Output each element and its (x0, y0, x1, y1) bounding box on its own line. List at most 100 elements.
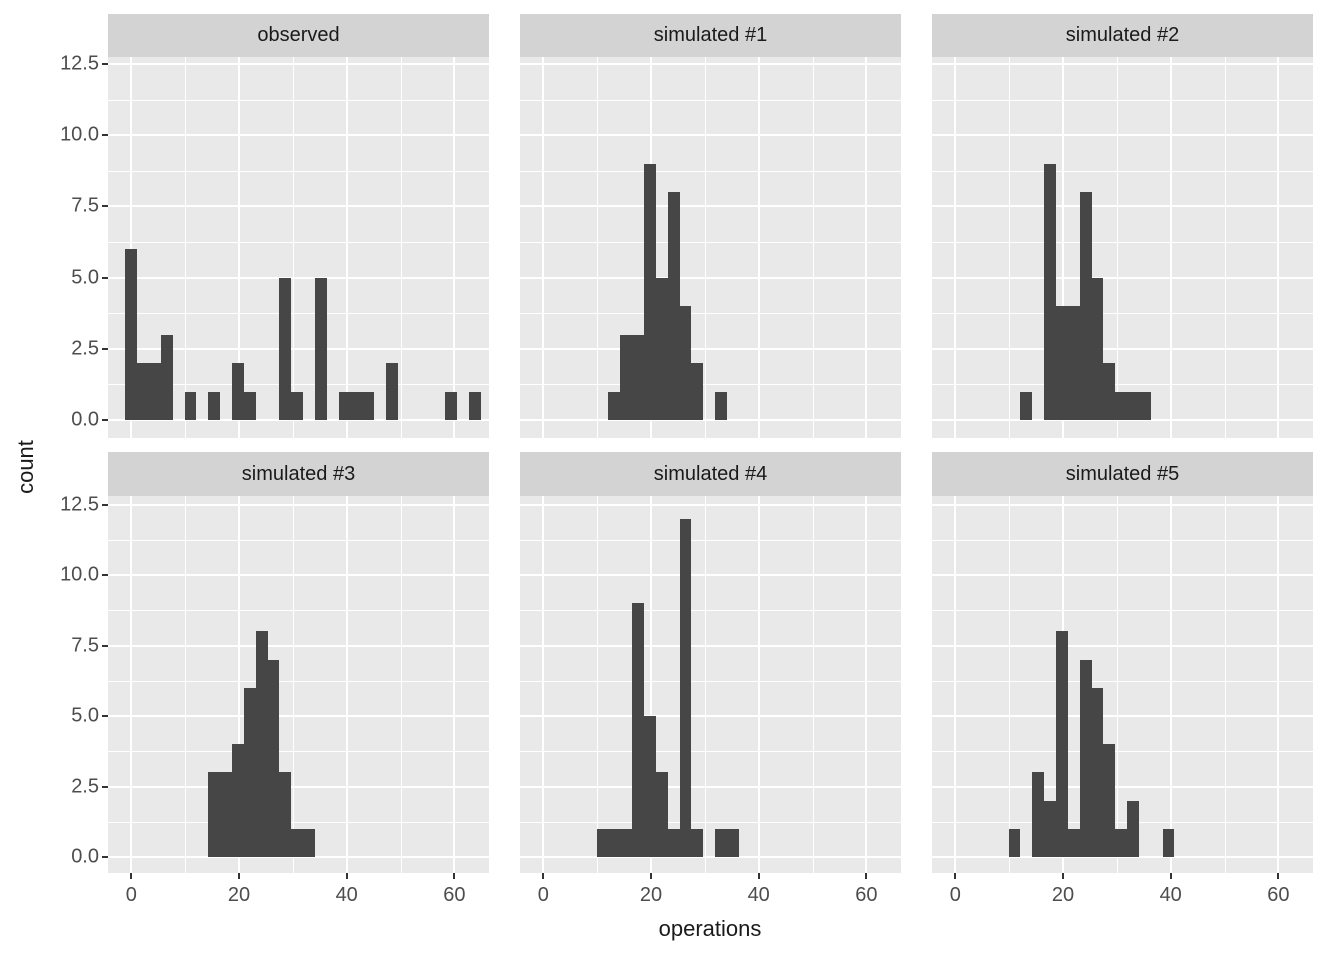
facet-strip-label: observed (257, 24, 340, 46)
gridline-major-horizontal (520, 645, 901, 647)
histogram-bar (279, 277, 291, 420)
histogram-bar (644, 716, 656, 857)
gridline-major-vertical (758, 57, 760, 438)
facet-strip-label: simulated #1 (653, 24, 768, 46)
x-axis-tick-mark (650, 873, 652, 879)
gridline-major-horizontal (520, 419, 901, 421)
histogram-bar (445, 391, 457, 420)
histogram-bar (1127, 391, 1139, 420)
gridline-major-vertical (130, 496, 132, 873)
x-axis-tick-mark (453, 873, 456, 879)
gridline-major-vertical (954, 57, 956, 438)
gridline-major-horizontal (520, 348, 901, 350)
gridline-major-horizontal (932, 645, 1313, 647)
x-axis-tick-mark (1277, 873, 1280, 879)
histogram-bar (185, 391, 196, 420)
gridline-major-vertical (865, 57, 867, 438)
facet-strip: simulated #2 (932, 14, 1313, 57)
histogram-bar (644, 163, 656, 420)
facet-strip: simulated #1 (520, 14, 901, 57)
gridline-minor-horizontal (520, 99, 901, 101)
histogram-bar (137, 363, 149, 420)
gridline-major-vertical (758, 496, 760, 873)
y-axis-tick-label: 5.0 (71, 266, 99, 289)
y-axis-tick-mark (102, 419, 108, 421)
histogram-bar (727, 828, 739, 857)
gridline-major-horizontal (520, 786, 901, 788)
y-axis-tick-label: 2.5 (71, 337, 99, 360)
gridline-major-vertical (238, 57, 240, 438)
gridline-minor-horizontal (932, 821, 1313, 823)
y-axis-tick-mark (102, 347, 108, 350)
histogram-bar (680, 306, 691, 420)
histogram-bar (656, 277, 668, 420)
histogram-bar (125, 249, 137, 420)
gridline-minor-horizontal (932, 609, 1313, 611)
panel-simulated-5 (932, 496, 1313, 873)
gridline-minor-horizontal (932, 750, 1313, 752)
facet-strip: observed (108, 14, 489, 57)
gridline-minor-horizontal (932, 312, 1313, 314)
gridline-minor-horizontal (520, 312, 901, 314)
y-axis-tick-mark (102, 503, 108, 506)
y-axis-tick-mark (102, 715, 108, 717)
gridline-major-vertical (346, 57, 348, 438)
panel-simulated-3 (108, 496, 489, 873)
gridline-minor-vertical (812, 496, 814, 873)
histogram-bar (256, 631, 268, 857)
gridline-major-horizontal (932, 715, 1313, 717)
histogram-bar (1068, 828, 1080, 857)
facet-strip: simulated #5 (932, 452, 1313, 496)
x-axis-tick-mark (345, 873, 348, 879)
gridline-minor-vertical (1116, 496, 1118, 873)
histogram-bar (161, 334, 173, 420)
x-axis-tick-mark (238, 873, 240, 879)
gridline-minor-horizontal (520, 680, 901, 682)
gridline-major-horizontal (932, 205, 1313, 207)
y-axis-tick-label: 12.5 (60, 52, 99, 75)
histogram-bar (208, 391, 220, 420)
y-axis-tick-label: 10.0 (60, 563, 99, 586)
gridline-minor-vertical (596, 496, 598, 873)
histogram-bar (1092, 277, 1103, 420)
histogram-bar (620, 334, 632, 420)
histogram-bar (244, 687, 256, 857)
gridline-minor-horizontal (108, 170, 489, 172)
x-axis-tick-label: 0 (125, 884, 137, 906)
gridline-minor-vertical (1224, 57, 1226, 438)
gridline-major-horizontal (108, 205, 489, 207)
gridline-major-horizontal (520, 134, 901, 136)
histogram-bar (291, 391, 303, 420)
y-axis-tick-mark (102, 134, 108, 137)
histogram-bar (1103, 363, 1115, 420)
y-axis-tick-mark (102, 644, 108, 647)
gridline-major-horizontal (932, 856, 1313, 858)
gridline-major-vertical (1170, 496, 1172, 873)
gridline-major-horizontal (520, 504, 901, 506)
x-axis-tick-mark (954, 873, 957, 879)
histogram-bar (597, 828, 608, 857)
y-axis-tick-label: 0.0 (71, 845, 99, 868)
gridline-major-horizontal (932, 134, 1313, 136)
gridline-major-vertical (1277, 57, 1279, 438)
gridline-minor-vertical (1224, 496, 1226, 873)
gridline-minor-horizontal (520, 821, 901, 823)
histogram-bar (469, 391, 481, 420)
histogram-bar (608, 828, 620, 857)
histogram-bar (668, 828, 680, 857)
histogram-bar (715, 828, 727, 857)
gridline-major-vertical (1170, 57, 1172, 438)
gridline-minor-horizontal (108, 539, 489, 541)
histogram-bar (279, 772, 291, 857)
gridline-minor-vertical (1116, 57, 1118, 438)
histogram-bar (632, 334, 644, 420)
histogram-bar (291, 828, 303, 857)
gridline-major-horizontal (932, 277, 1313, 279)
histogram-bar (1103, 744, 1115, 857)
y-axis-title: count (13, 440, 38, 494)
x-axis-title: operations (658, 916, 762, 941)
gridline-minor-horizontal (932, 383, 1313, 385)
gridline-minor-horizontal (108, 99, 489, 101)
histogram-bar (656, 772, 668, 857)
